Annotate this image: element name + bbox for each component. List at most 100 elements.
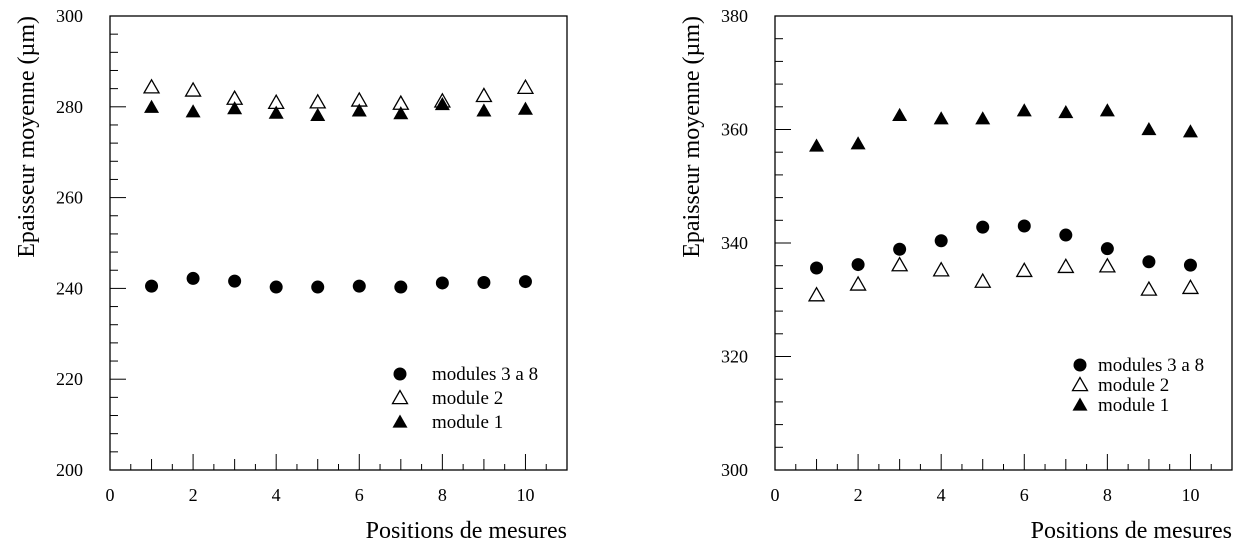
y-tick-label: 260 [56, 188, 83, 208]
data-point [269, 280, 283, 294]
data-point [184, 81, 202, 97]
x-axis-title: Positions de mesures [1031, 518, 1232, 544]
data-point [393, 106, 409, 120]
data-point [809, 138, 825, 152]
x-tick-label: 0 [771, 485, 780, 505]
data-point [394, 280, 408, 294]
data-point [1142, 255, 1156, 269]
legend-marker [1072, 397, 1088, 411]
x-tick-label: 4 [937, 485, 946, 505]
data-point [1015, 261, 1033, 278]
data-point [974, 272, 992, 288]
data-point [891, 256, 909, 272]
data-point [475, 87, 493, 103]
data-point [517, 101, 533, 115]
data-point [1017, 219, 1031, 233]
legend-label: module 2 [1098, 375, 1169, 396]
legend: modules 3 a 8 module 2 module 1 [391, 364, 538, 433]
x-tick-label: 4 [272, 485, 281, 505]
legend-label: module 1 [432, 412, 503, 433]
legend-label: module 1 [1098, 395, 1169, 416]
y-tick-label: 340 [721, 233, 748, 253]
data-point [228, 274, 242, 288]
data-point [851, 258, 865, 272]
series-1 [810, 219, 1197, 275]
series-3 [144, 97, 533, 122]
data-point [1182, 124, 1198, 138]
series-1 [145, 271, 532, 294]
data-point [1098, 257, 1116, 273]
data-point [933, 111, 949, 125]
data-point [477, 275, 491, 289]
series-3 [809, 103, 1198, 152]
y-tick-label: 320 [721, 347, 748, 367]
x-tick-label: 6 [1020, 485, 1029, 505]
y-tick-label: 300 [721, 460, 748, 480]
x-tick-label: 6 [355, 485, 364, 505]
data-point [310, 107, 326, 122]
x-axis-title: Positions de mesures [366, 518, 567, 544]
y-axis-title: Epaisseur moyenne (µm) [679, 16, 705, 258]
y-tick-label: 240 [56, 278, 83, 298]
data-point [850, 136, 866, 150]
data-point [227, 101, 243, 115]
data-point [144, 99, 160, 113]
x-tick-label: 2 [854, 485, 863, 505]
chart-panel-2: 0 2 4 6 8 10 300 320 340 360 380 Positions de mesur… [679, 6, 1233, 544]
data-point [1016, 103, 1032, 117]
y-tick-label: 220 [56, 369, 83, 389]
data-point [1100, 242, 1114, 256]
legend-label: modules 3 a 8 [1098, 355, 1204, 376]
data-point [352, 279, 366, 293]
x-tick-label: 0 [106, 485, 115, 505]
data-point [1059, 228, 1073, 242]
data-point [1140, 280, 1158, 296]
legend-marker [1073, 358, 1087, 372]
data-point [145, 279, 159, 293]
data-point [516, 78, 535, 95]
x-tick-label: 8 [438, 485, 447, 505]
x-tick-label: 10 [1181, 485, 1199, 505]
x-tick-label: 10 [516, 485, 534, 505]
y-tick-label: 300 [56, 6, 83, 26]
data-point [892, 107, 908, 121]
data-point [1141, 122, 1157, 136]
x-tick-label: 2 [189, 485, 198, 505]
legend-marker [392, 414, 408, 428]
legend-marker [1071, 376, 1089, 392]
data-point [185, 104, 201, 118]
data-point [893, 242, 907, 256]
data-point [849, 275, 867, 291]
data-point [1183, 258, 1197, 272]
y-tick-label: 280 [56, 97, 83, 117]
legend-label: module 2 [432, 388, 503, 409]
data-point [142, 78, 161, 94]
data-point [1099, 103, 1115, 117]
data-point [1058, 104, 1074, 119]
series-2 [807, 256, 1200, 302]
data-point [1181, 279, 1200, 295]
data-point [976, 220, 990, 234]
legend-marker [393, 367, 407, 381]
data-point [435, 276, 449, 290]
data-point [351, 103, 367, 117]
legend-label: modules 3 a 8 [432, 364, 538, 385]
data-point [186, 271, 200, 285]
data-point [975, 111, 991, 125]
x-tick-label: 8 [1103, 485, 1112, 505]
data-point [518, 275, 532, 289]
legend-marker [391, 389, 409, 405]
y-tick-label: 380 [721, 6, 748, 26]
chart-panel-1: 0 2 4 6 8 10 200 220 240 260 280 300 Positions de me… [14, 6, 568, 544]
data-point [1057, 258, 1075, 274]
data-point [810, 261, 824, 275]
data-point [934, 234, 948, 248]
data-point [309, 93, 327, 109]
data-point [434, 97, 450, 111]
y-axis-title: Epaisseur moyenne (µm) [14, 16, 40, 258]
data-point [476, 103, 492, 117]
data-point [807, 286, 826, 302]
data-point [932, 261, 950, 277]
